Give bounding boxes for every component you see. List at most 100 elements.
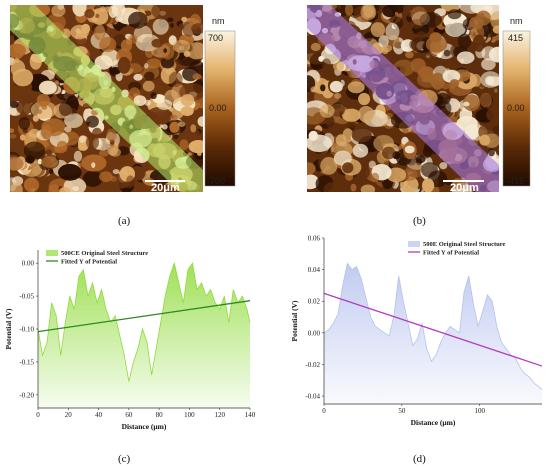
afm-potential-map-b: 20μm [307, 5, 499, 194]
map-grain [24, 177, 39, 192]
map-grain [18, 116, 30, 130]
colorbar-max-b: 415 [508, 33, 523, 43]
map-grain [156, 99, 173, 110]
map-grain [10, 43, 26, 58]
map-grain [58, 163, 82, 181]
map-grain [86, 115, 99, 128]
map-grain [445, 21, 466, 37]
map-grain [370, 172, 380, 183]
map-grain [115, 16, 123, 22]
map-grain [68, 108, 76, 115]
map-grain [358, 92, 371, 106]
map-grain [133, 95, 147, 106]
map-grain [104, 6, 113, 13]
map-grain [23, 141, 46, 160]
x-tick-label: 140 [245, 411, 256, 419]
map-grain [63, 177, 87, 192]
map-grain [323, 182, 342, 192]
colorbar-gradient-a [204, 30, 236, 187]
map-grain [319, 104, 335, 118]
map-grain [183, 50, 191, 58]
map-grain [109, 147, 121, 157]
colorbar-a: nm 700 0.00 -700 [204, 16, 236, 187]
map-grain [99, 171, 113, 182]
map-grain [362, 5, 375, 18]
map-grain [22, 93, 36, 104]
y-tick-label: -0.04 [305, 393, 320, 401]
series-area [324, 263, 542, 404]
scale-bar-label-a: 20μm [151, 182, 180, 194]
map-grain [170, 114, 178, 121]
map-grain [310, 86, 320, 93]
map-grain [329, 80, 343, 93]
legend-entry: 500E Original Steel Structure [423, 241, 506, 248]
map-grain [478, 129, 485, 136]
y-tick-label: -0.05 [19, 293, 34, 301]
legend-entry: Fitted Y of Potential [61, 259, 117, 266]
map-grain [484, 5, 493, 11]
map-grain [59, 187, 71, 192]
x-tick-label: 40 [95, 411, 103, 419]
map-grain [111, 5, 126, 17]
map-grain [10, 182, 23, 192]
map-grain [494, 88, 498, 93]
map-grain [26, 54, 31, 60]
map-grain [64, 113, 84, 129]
colorbar-min-b: -415 [506, 176, 524, 186]
map-grain [73, 150, 83, 162]
map-grain [462, 94, 481, 112]
map-grain [20, 134, 26, 141]
map-grain [99, 36, 117, 53]
map-grain [473, 86, 481, 94]
map-grain [447, 9, 462, 20]
map-grain [430, 72, 445, 90]
map-grain [120, 39, 133, 52]
map-grain [178, 23, 185, 30]
colorbar-b: nm 415 0.00 -415 [502, 16, 531, 187]
caption-a: (a) [118, 215, 131, 227]
map-grain [337, 5, 341, 10]
colorbar-mid-a: 0.00 [209, 103, 227, 113]
map-grain [128, 11, 148, 29]
map-grain [368, 160, 376, 169]
map-grain [173, 133, 179, 140]
map-grain [195, 97, 203, 109]
map-grain [404, 145, 415, 154]
map-grain [395, 11, 398, 16]
map-grain [36, 93, 51, 107]
map-grain [190, 124, 197, 133]
map-grain [112, 169, 120, 175]
map-grain [470, 73, 482, 87]
x-tick-label: 60 [125, 411, 133, 419]
map-grain [181, 16, 188, 23]
colorbar-min-a: -700 [207, 176, 225, 186]
map-grain [179, 139, 189, 151]
map-grain [180, 94, 195, 107]
map-grain [421, 162, 438, 178]
map-grain [51, 5, 66, 17]
map-grain [457, 33, 472, 49]
legend-swatch-area [408, 241, 420, 247]
map-grain [12, 68, 34, 87]
map-grain [133, 182, 139, 188]
map-grain [350, 183, 357, 192]
y-tick-label: -0.02 [305, 361, 320, 369]
y-tick-label: 0.06 [308, 235, 321, 243]
map-grain [350, 120, 356, 129]
x-tick-label: 20 [65, 411, 73, 419]
map-grain [342, 162, 354, 174]
map-grain [56, 140, 68, 151]
map-grain [78, 143, 85, 151]
map-grain [381, 44, 393, 53]
map-grain [197, 116, 203, 127]
map-grain [480, 92, 492, 108]
map-grain [64, 126, 72, 133]
afm-height-map-a: 20μm [10, 5, 203, 194]
map-grain [360, 184, 376, 192]
map-grain [436, 157, 443, 163]
potential-chart-c: 0 20 40 60 80 100 120 140 0.00 -0.05 -0.10 -0.15 -0.… [4, 250, 256, 431]
y-tick-label: 0.02 [308, 298, 321, 306]
map-grain [333, 150, 352, 166]
map-grain [16, 99, 33, 115]
map-grain [402, 127, 409, 134]
